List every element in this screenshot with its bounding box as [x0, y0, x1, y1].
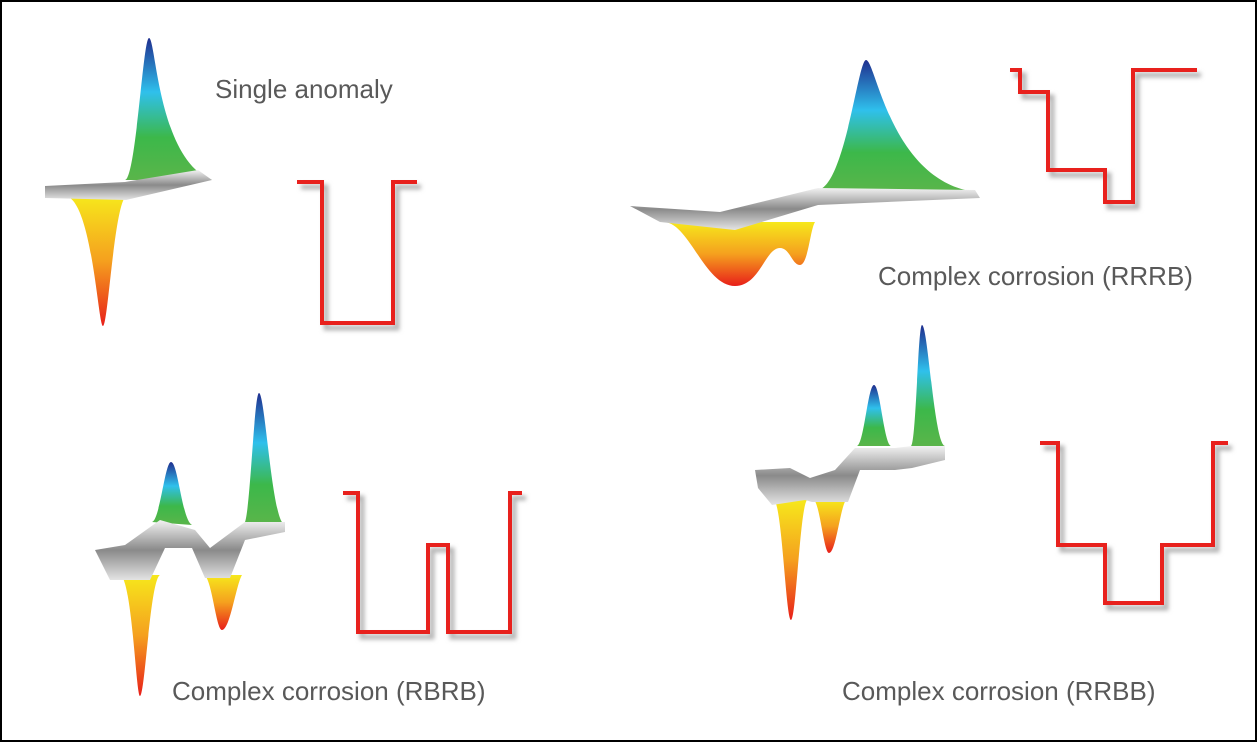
- panel-label: Complex corrosion (RBRB): [172, 676, 486, 706]
- diagram: Single anomaly Complex corrosion (RRRB) …: [0, 0, 1257, 742]
- frame: [1, 1, 1256, 741]
- panel-label: Single anomaly: [215, 74, 393, 104]
- panel-label: Complex corrosion (RRRB): [878, 261, 1193, 291]
- panel-label: Complex corrosion (RRBB): [842, 676, 1156, 706]
